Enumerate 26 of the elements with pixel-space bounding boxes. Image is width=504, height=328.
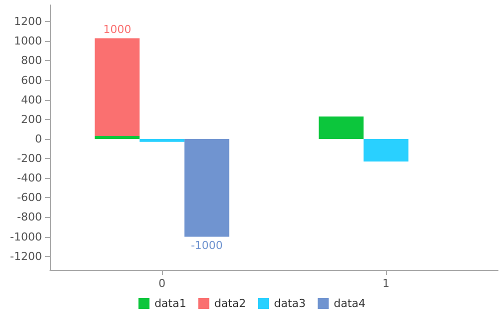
legend-label: data1 [154,297,186,310]
legend-label: data4 [334,297,366,310]
y-tick-label: -800 [17,210,42,224]
y-tick-label: -600 [17,191,42,204]
bar [184,138,230,237]
bar [140,138,184,142]
y-tick-label: -400 [17,172,42,185]
data-label: 1000 [103,23,132,36]
bar [94,38,140,136]
y-tick-label: 600 [21,74,42,87]
x-tick-label: 1 [382,277,390,290]
bar [318,116,364,139]
y-tick-label: 400 [21,93,42,106]
bar [94,136,140,139]
y-tick-label: 1200 [14,15,42,28]
y-tick-label: -1000 [10,230,42,244]
legend-label: data3 [274,297,306,310]
legend-label: data2 [214,297,246,310]
y-tick-label: 800 [21,54,42,68]
y-tick-label: 200 [21,112,42,126]
data-label: -1000 [190,238,223,252]
y-tick-label: -1200 [10,250,42,263]
bar [364,138,408,162]
y-tick-label: 1000 [14,34,42,48]
y-tick-label: 0 [35,132,42,146]
y-tick-label: -200 [17,152,42,166]
